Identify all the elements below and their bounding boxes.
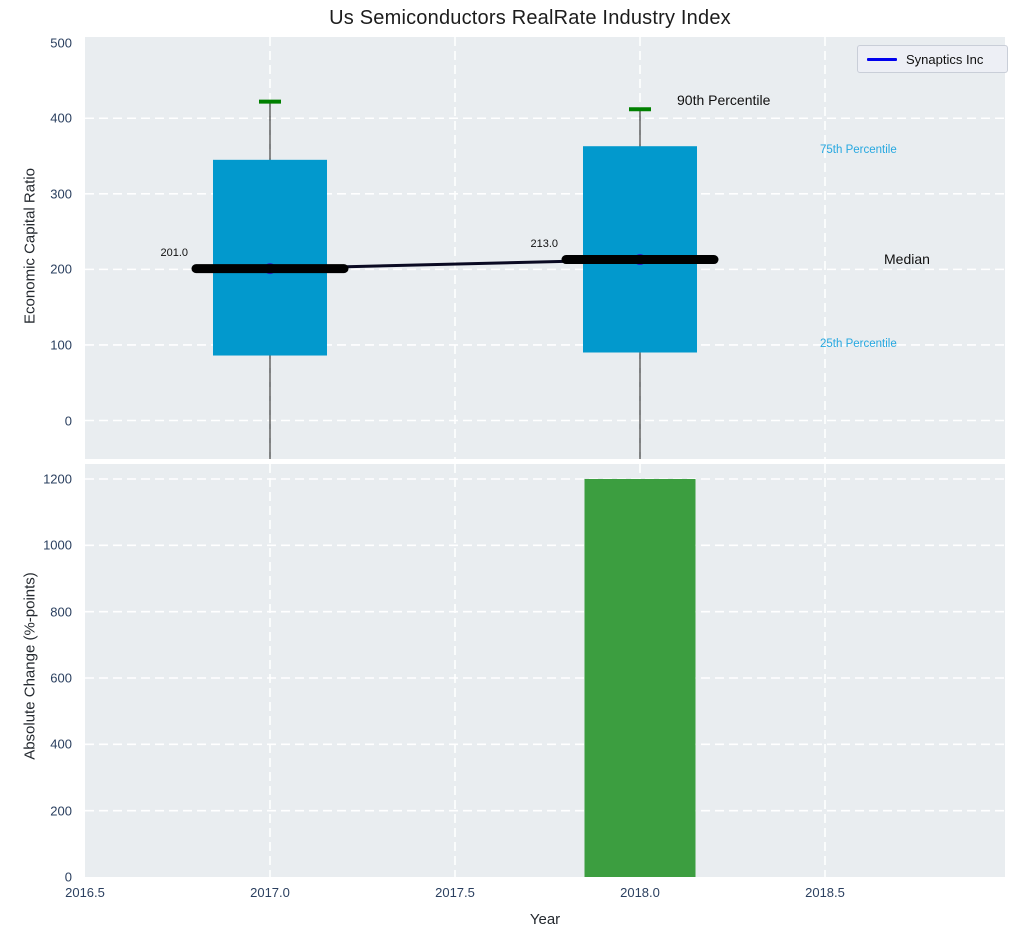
y-tick-top: 200	[50, 261, 72, 277]
y-tick-bottom: 800	[50, 604, 72, 620]
x-tick: 2017.0	[250, 885, 290, 900]
y-tick-bottom: 600	[50, 670, 72, 686]
iqr-box	[213, 159, 327, 356]
y-tick-top: 400	[50, 110, 72, 126]
iqr-box	[583, 146, 697, 353]
x-tick: 2018.5	[805, 885, 845, 900]
label-25th-percentile: 25th Percentile	[820, 338, 897, 350]
x-tick: 2018.0	[620, 885, 660, 900]
median-value-annotation: 213.0	[530, 237, 558, 250]
legend[interactable]: Synaptics Inc	[857, 45, 1008, 73]
legend-line-sample	[867, 57, 897, 61]
chart-title: Us Semiconductors RealRate Industry Inde…	[329, 7, 731, 29]
y-axis-title-top: Economic Capital Ratio	[21, 168, 39, 324]
bottom-plot-panel	[85, 464, 1005, 877]
y-axis-title-bottom: Absolute Change (%-points)	[21, 572, 39, 760]
y-tick-bottom: 400	[50, 736, 72, 752]
y-tick-top: 300	[50, 186, 72, 202]
legend-label: Synaptics Inc	[906, 51, 984, 67]
median-value-annotation: 201.0	[160, 246, 188, 259]
label-75th-percentile: 75th Percentile	[820, 144, 897, 156]
x-tick: 2017.5	[435, 885, 475, 900]
y-tick-top: 0	[64, 413, 72, 428]
y-tick-top: 500	[50, 35, 72, 51]
x-axis-title: Year	[529, 911, 561, 928]
y-tick-top: 100	[50, 337, 72, 353]
label-90th-percentile: 90th Percentile	[677, 92, 771, 108]
y-tick-bottom: 1000	[43, 537, 72, 553]
y-tick-bottom: 0	[64, 869, 72, 885]
y-tick-bottom: 200	[50, 803, 72, 819]
y-tick-bottom: 1200	[43, 471, 72, 487]
label-median: Median	[884, 251, 930, 267]
change-bar	[584, 478, 696, 877]
x-tick: 2016.5	[65, 885, 105, 900]
